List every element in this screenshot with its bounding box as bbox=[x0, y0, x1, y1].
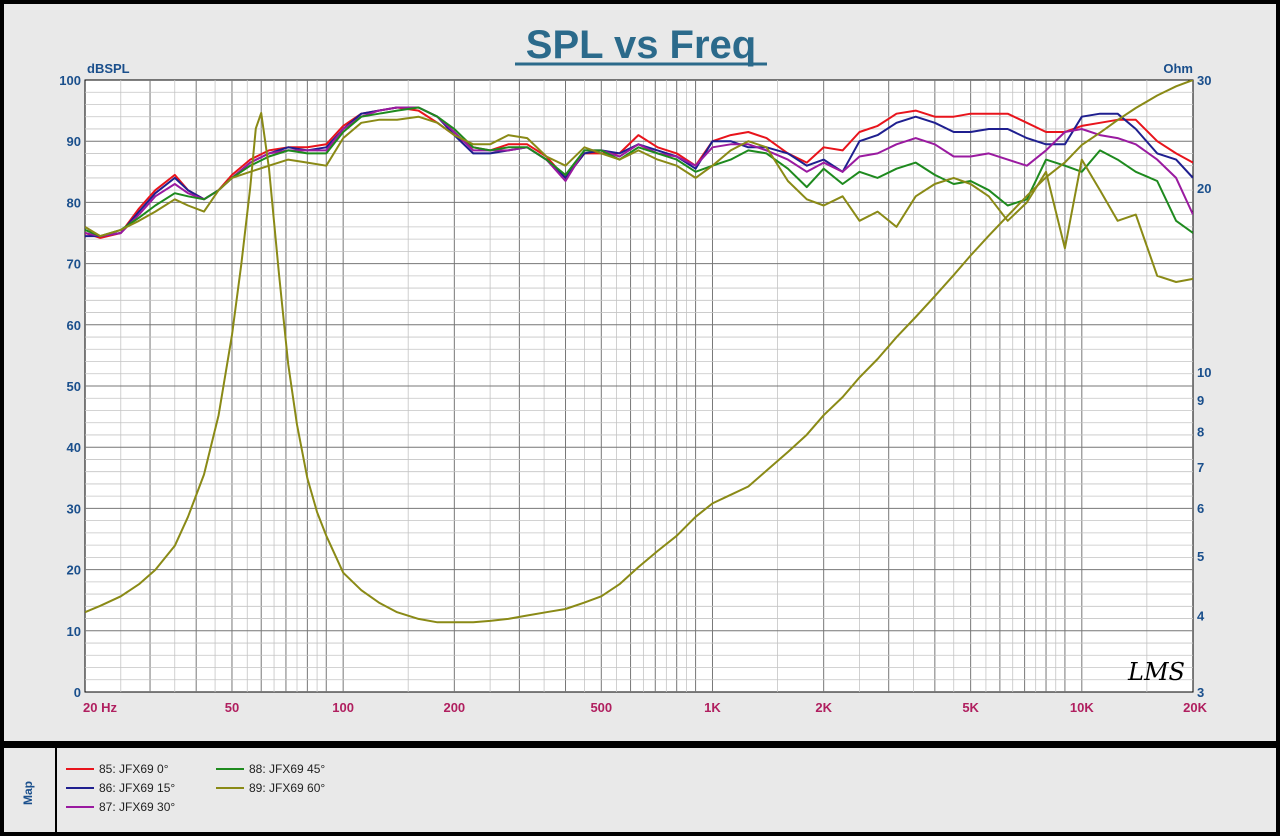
x-tick-label: 200 bbox=[443, 700, 465, 715]
x-tick-label: 2K bbox=[815, 700, 832, 715]
tick-labels: 0 10 20 30 40 50 60 70 80 90 100 3 4 5 6 7 8 9 10 20 30 20 Hz… bbox=[59, 73, 1211, 715]
y2-tick-label: 7 bbox=[1197, 460, 1204, 475]
legend-item-label: 85: JFX69 0° bbox=[99, 762, 169, 776]
grid bbox=[85, 80, 1193, 692]
legend-map-label: Map bbox=[21, 781, 35, 805]
y2-tick-label: 3 bbox=[1197, 685, 1204, 700]
y-tick-label: 60 bbox=[67, 318, 81, 333]
x-tick-label: 500 bbox=[590, 700, 612, 715]
legend-divider bbox=[55, 748, 57, 832]
legend-swatch bbox=[216, 787, 244, 789]
legend-item: 89: JFX69 60° bbox=[216, 781, 325, 795]
series-line-5 bbox=[85, 115, 1193, 283]
x-tick-label: 20 Hz bbox=[83, 700, 117, 715]
legend-item: 85: JFX69 0° bbox=[66, 762, 169, 776]
x-tick-label: 5K bbox=[962, 700, 979, 715]
y2-tick-label: 10 bbox=[1197, 365, 1211, 380]
series-layer bbox=[85, 80, 1193, 624]
y-tick-label: 90 bbox=[67, 134, 81, 149]
y2-tick-label: 20 bbox=[1197, 181, 1211, 196]
legend-item-label: 87: JFX69 30° bbox=[99, 800, 176, 814]
y-axis-label: dBSPL bbox=[87, 61, 130, 76]
series-line-6 bbox=[85, 80, 1193, 624]
x-tick-label: 1K bbox=[704, 700, 721, 715]
y2-axis-label: Ohm bbox=[1163, 61, 1193, 76]
y2-tick-label: 9 bbox=[1197, 393, 1204, 408]
legend-panel bbox=[0, 745, 1280, 836]
y2-tick-label: 4 bbox=[1197, 609, 1205, 624]
legend-item-label: 89: JFX69 60° bbox=[249, 781, 326, 795]
y-tick-label: 50 bbox=[67, 379, 81, 394]
legend-item-label: 88: JFX69 45° bbox=[249, 762, 326, 776]
legend-item: 87: JFX69 30° bbox=[66, 800, 175, 814]
signature-mark: LMS bbox=[1127, 658, 1185, 686]
y2-tick-label: 8 bbox=[1197, 424, 1204, 439]
legend-item: 86: JFX69 15° bbox=[66, 781, 175, 795]
y2-tick-label: 30 bbox=[1197, 73, 1211, 88]
x-tick-label: 100 bbox=[332, 700, 354, 715]
legend-swatch bbox=[66, 806, 94, 808]
y-tick-label: 30 bbox=[67, 501, 81, 516]
y-tick-label: 80 bbox=[67, 195, 81, 210]
legend-swatch bbox=[216, 768, 244, 770]
y-tick-label: 70 bbox=[67, 257, 81, 272]
legend-swatch bbox=[66, 787, 94, 789]
y-tick-label: 20 bbox=[67, 563, 81, 578]
y-tick-label: 0 bbox=[74, 685, 81, 700]
legend-item: 88: JFX69 45° bbox=[216, 762, 325, 776]
x-tick-label: 10K bbox=[1070, 700, 1094, 715]
chart-title: SPL vs Freq bbox=[526, 23, 756, 67]
chart-svg: SPL vs Freq dBSPL Ohm 0 10 20 30 40 50 60 70 80 9… bbox=[59, 23, 1211, 715]
y-tick-label: 100 bbox=[59, 73, 81, 88]
y-tick-label: 40 bbox=[67, 440, 81, 455]
y2-tick-label: 5 bbox=[1197, 549, 1204, 564]
legend-swatch bbox=[66, 768, 94, 770]
x-tick-label: 20K bbox=[1183, 700, 1207, 715]
y-tick-label: 10 bbox=[67, 624, 81, 639]
x-tick-label: 50 bbox=[225, 700, 239, 715]
legend-item-label: 86: JFX69 15° bbox=[99, 781, 176, 795]
y2-tick-label: 6 bbox=[1197, 501, 1204, 516]
